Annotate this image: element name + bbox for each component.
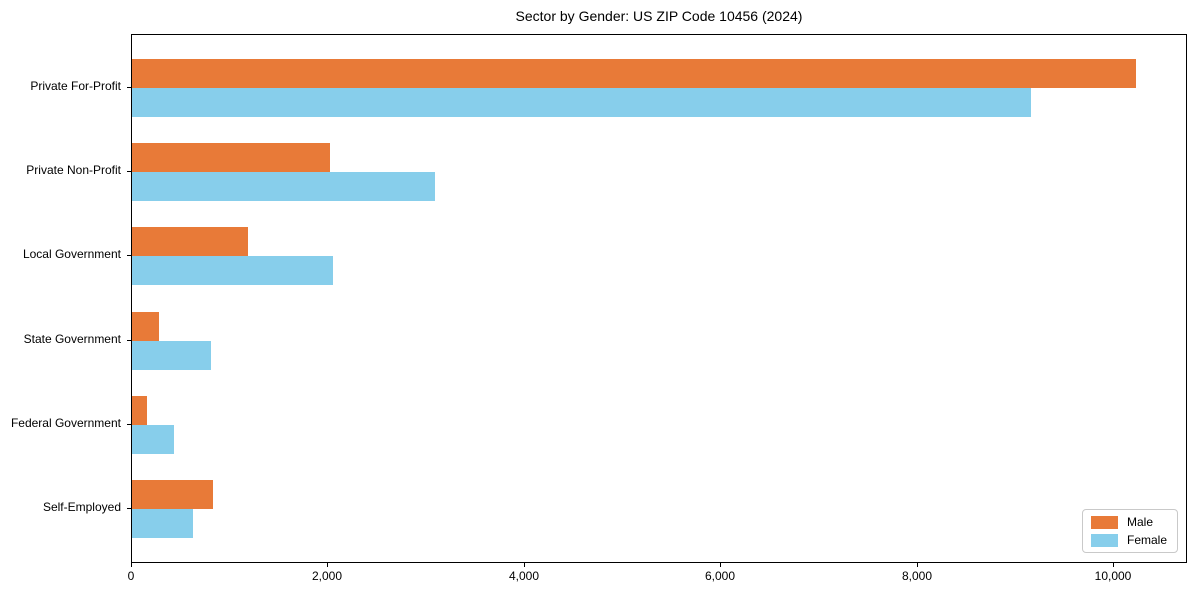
x-tick-mark: [1113, 563, 1114, 567]
bar-male-self-employed: [132, 480, 213, 509]
chart-title: Sector by Gender: US ZIP Code 10456 (202…: [515, 8, 803, 24]
legend-label-male: Male: [1126, 515, 1153, 529]
bar-male-local-government: [132, 227, 248, 256]
y-tick-label-private-for-profit: Private For-Profit: [30, 79, 121, 93]
x-tick-label-2000: 2,000: [311, 569, 343, 583]
y-tick-mark: [127, 171, 131, 172]
bar-female-state-government: [132, 341, 211, 370]
bar-male-federal-government: [132, 396, 147, 425]
plot-area: Male Female: [131, 34, 1187, 563]
y-tick-label-federal-government: Federal Government: [10, 416, 121, 430]
x-tick-mark: [720, 563, 721, 567]
legend-item-female: Female: [1090, 533, 1167, 547]
y-tick-label-local-government: Local Government: [22, 247, 121, 261]
bar-female-self-employed: [132, 509, 193, 538]
x-tick-label-4000: 4,000: [508, 569, 540, 583]
legend-label-female: Female: [1126, 533, 1167, 547]
x-tick-mark: [327, 563, 328, 567]
bar-male-private-non-profit: [132, 143, 330, 172]
x-tick-mark: [131, 563, 132, 567]
x-tick-label-6000: 6,000: [704, 569, 736, 583]
bar-female-local-government: [132, 256, 333, 285]
x-tick-label-0: 0: [127, 569, 135, 583]
y-tick-mark: [127, 340, 131, 341]
y-tick-mark: [127, 424, 131, 425]
bar-male-private-for-profit: [132, 59, 1136, 88]
y-tick-mark: [127, 508, 131, 509]
bar-female-private-non-profit: [132, 172, 435, 201]
x-tick-label-8000: 8,000: [901, 569, 933, 583]
y-tick-label-private-non-profit: Private Non-Profit: [26, 163, 121, 177]
y-tick-label-self-employed: Self-Employed: [42, 500, 121, 514]
x-tick-mark: [524, 563, 525, 567]
legend: Male Female: [1081, 509, 1178, 553]
y-tick-mark: [127, 87, 131, 88]
bar-female-private-for-profit: [132, 88, 1031, 117]
bar-female-federal-government: [132, 425, 174, 454]
x-tick-mark: [917, 563, 918, 567]
x-tick-label-10000: 10,000: [1094, 569, 1132, 583]
legend-item-male: Male: [1090, 515, 1167, 529]
bar-male-state-government: [132, 312, 159, 341]
male-series-swatch: [1090, 515, 1118, 529]
y-tick-label-state-government: State Government: [23, 332, 121, 346]
female-series-swatch: [1090, 533, 1118, 547]
y-tick-mark: [127, 255, 131, 256]
